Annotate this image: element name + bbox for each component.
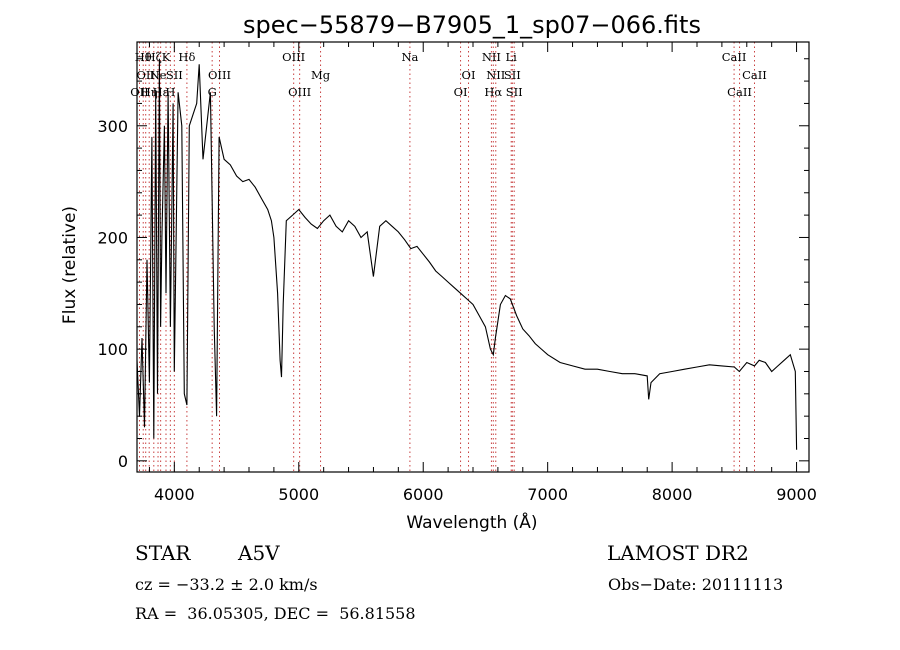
line-label: SII: [506, 85, 523, 99]
line-label: OII: [136, 68, 155, 82]
x-axis-label: Wavelength (Å): [406, 511, 537, 533]
sky-coordinates: RA = 36.05305, DEC = 56.81558: [135, 604, 416, 623]
reference-lines: [138, 42, 755, 472]
line-label: NII: [482, 50, 501, 64]
y-tick-label: 300: [97, 117, 128, 136]
observation-date: Obs−Date: 20111113: [608, 575, 784, 594]
x-tick-label: 6000: [403, 485, 444, 504]
y-tick-label: 100: [97, 340, 128, 359]
x-tick-label: 9000: [776, 485, 817, 504]
line-label: OI: [454, 85, 468, 99]
line-label: OI: [462, 68, 476, 82]
line-label: Na: [401, 50, 418, 64]
line-label: Hζ: [146, 50, 162, 64]
line-label: H: [165, 85, 175, 99]
line-label: Hα: [484, 85, 502, 99]
line-label: Ne: [150, 68, 167, 82]
line-label: OIII: [282, 50, 305, 64]
line-label: CaII: [722, 50, 747, 64]
line-label: SII: [504, 68, 521, 82]
chart-title: spec−55879−B7905_1_sp07−066.fits: [243, 11, 701, 39]
line-label: Hδ: [178, 50, 195, 64]
line-labels: OIIHθOIIHηHζNeHεKHSIIHδGOIIIOIIIOIIIMgNa…: [130, 50, 767, 99]
line-label: OIII: [288, 85, 311, 99]
line-label: Mg: [311, 68, 331, 82]
x-tick-label: 7000: [527, 485, 568, 504]
y-axis: 0 100 200 300: [97, 58, 809, 471]
y-tick-label: 0: [118, 452, 128, 471]
line-label: Hε: [153, 85, 169, 99]
x-axis: 4000 5000 6000 7000 8000 9000: [148, 42, 817, 504]
plot-frame: [136, 41, 810, 473]
object-type: STAR: [135, 541, 191, 565]
survey-name: LAMOST DR2: [607, 541, 749, 565]
x-tick-label: 8000: [652, 485, 693, 504]
redshift-velocity: cz = −33.2 ± 2.0 km/s: [135, 575, 318, 594]
line-label: CaII: [742, 68, 767, 82]
line-label: Li: [506, 50, 518, 64]
line-label: Hθ: [135, 50, 152, 64]
y-tick-label: 200: [97, 228, 128, 247]
line-label: CaII: [727, 85, 752, 99]
line-label: OIII: [208, 68, 231, 82]
line-label: G: [208, 85, 217, 99]
line-label: SII: [166, 68, 183, 82]
line-label: K: [162, 50, 171, 64]
x-tick-label: 5000: [278, 485, 319, 504]
x-tick-label: 4000: [154, 485, 195, 504]
spectrum-line: [136, 58, 798, 450]
spectral-subclass: A5V: [238, 541, 280, 565]
line-label: Hη: [141, 85, 158, 99]
line-label: NII: [486, 68, 505, 82]
line-label: OII: [130, 85, 149, 99]
y-axis-label: Flux (relative): [60, 206, 80, 324]
